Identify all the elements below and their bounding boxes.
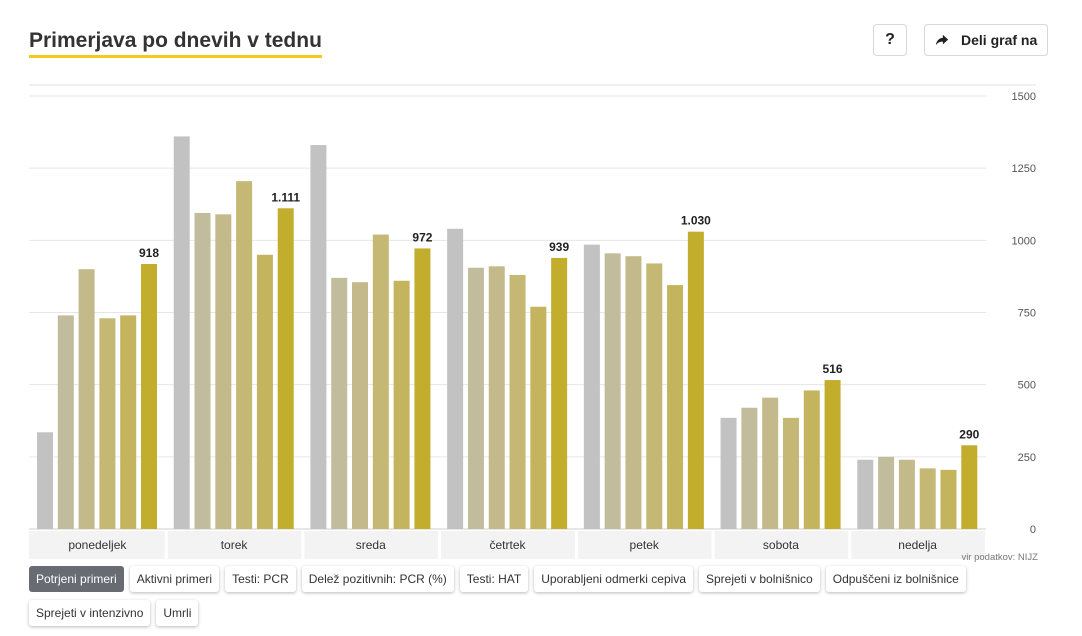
category-band bbox=[851, 531, 985, 559]
data-source: vir podatkov: NIJZ bbox=[961, 552, 1038, 563]
bar-četrtek-4 bbox=[530, 306, 547, 529]
tab-8[interactable]: Sprejeti v intenzivno bbox=[29, 600, 151, 626]
bar-nedelja-2 bbox=[898, 459, 915, 529]
bar-četrtek-5 bbox=[551, 257, 568, 529]
x-tick-label: sreda bbox=[356, 538, 386, 552]
y-tick-label: 750 bbox=[1018, 308, 1036, 320]
help-button[interactable]: ? bbox=[873, 24, 907, 56]
y-tick-label: 500 bbox=[1018, 380, 1036, 392]
x-tick-label: nedelja bbox=[898, 538, 937, 552]
bar-ponedeljek-0 bbox=[37, 432, 53, 529]
bar-petek-1 bbox=[604, 253, 621, 529]
x-tick-label: četrtek bbox=[489, 538, 526, 552]
y-tick-label: 1000 bbox=[1012, 235, 1036, 247]
bar-nedelja-4 bbox=[940, 469, 957, 529]
bar-sobota-4 bbox=[803, 390, 820, 529]
bar-sobota-1 bbox=[741, 407, 758, 529]
tab-1[interactable]: Aktivni primeri bbox=[129, 566, 220, 592]
bar-chart: 0 250 500 750 1000 1250 1500 918 ponedeljek 1.111… bbox=[29, 84, 1036, 559]
bar-četrtek-1 bbox=[467, 267, 484, 529]
tab-5[interactable]: Uporabljeni odmerki cepiva bbox=[534, 566, 693, 592]
tab-9[interactable]: Umrli bbox=[156, 600, 199, 626]
bar-četrtek-3 bbox=[509, 274, 526, 529]
x-tick-label: torek bbox=[221, 538, 249, 552]
y-tick-label: 250 bbox=[1018, 452, 1036, 464]
tab-0[interactable]: Potrjeni primeri bbox=[29, 566, 124, 592]
tab-7[interactable]: Odpuščeni iz bolnišnice bbox=[825, 566, 966, 592]
bar-sobota-5 bbox=[824, 380, 841, 529]
bar-nedelja-5 bbox=[961, 445, 978, 529]
bar-sreda-2 bbox=[352, 282, 369, 529]
tab-3[interactable]: Delež pozitivnih: PCR (%) bbox=[301, 566, 454, 592]
bar-sobota-0 bbox=[720, 417, 737, 529]
category-band bbox=[29, 531, 165, 559]
x-tick-label: ponedeljek bbox=[68, 538, 127, 552]
bar-ponedeljek-5 bbox=[141, 264, 157, 529]
bar-ponedeljek-4 bbox=[120, 315, 137, 529]
bar-torek-2 bbox=[215, 214, 232, 529]
category-band bbox=[577, 531, 712, 559]
share-button[interactable]: Deli graf na bbox=[924, 24, 1048, 56]
bar-sreda-5 bbox=[414, 248, 431, 529]
bar-nedelja-3 bbox=[919, 468, 936, 529]
y-tick-label: 1500 bbox=[1012, 91, 1036, 103]
bar-sobota-3 bbox=[782, 417, 799, 529]
bar-petek-0 bbox=[583, 244, 600, 529]
bar-ponedeljek-3 bbox=[99, 318, 116, 529]
x-tick-label: sobota bbox=[763, 538, 799, 552]
bar-ponedeljek-2 bbox=[78, 269, 95, 529]
bar-torek-1 bbox=[194, 212, 211, 529]
bar-nedelja-0 bbox=[857, 459, 874, 529]
x-tick-label: petek bbox=[630, 538, 660, 552]
value-label: 516 bbox=[823, 362, 843, 376]
metric-tabs: Potrjeni primeri Aktivni primeri Testi: PC… bbox=[29, 566, 1029, 626]
bar-sreda-4 bbox=[393, 280, 410, 529]
value-label: 918 bbox=[139, 246, 159, 260]
tab-6[interactable]: Sprejeti v bolnišnico bbox=[699, 566, 820, 592]
bar-petek-5 bbox=[687, 231, 704, 529]
category-band bbox=[304, 531, 439, 559]
y-tick-label: 1250 bbox=[1012, 163, 1036, 175]
chart-title: Primerjava po dnevih v tednu bbox=[29, 28, 322, 58]
bar-petek-3 bbox=[646, 263, 663, 529]
category-band bbox=[441, 531, 575, 559]
bar-sreda-3 bbox=[372, 234, 389, 529]
share-button-label: Deli graf na bbox=[961, 32, 1038, 48]
bar-petek-4 bbox=[667, 285, 684, 529]
bar-sreda-0 bbox=[310, 145, 327, 529]
share-arrow-icon bbox=[935, 34, 949, 46]
bar-torek-5 bbox=[277, 208, 294, 530]
tab-2[interactable]: Testi: PCR bbox=[225, 566, 296, 592]
bar-nedelja-1 bbox=[878, 456, 895, 529]
bar-ponedeljek-1 bbox=[57, 315, 74, 529]
bar-sobota-2 bbox=[762, 397, 779, 529]
category-band bbox=[167, 531, 302, 559]
bar-sreda-1 bbox=[331, 277, 348, 529]
value-label: 1.030 bbox=[681, 214, 711, 228]
bar-četrtek-0 bbox=[447, 228, 464, 529]
tab-4[interactable]: Testi: HAT bbox=[459, 566, 529, 592]
value-label: 1.111 bbox=[271, 190, 300, 204]
value-label: 290 bbox=[959, 427, 979, 441]
y-tick-label: 0 bbox=[1030, 524, 1036, 536]
category-band bbox=[714, 531, 849, 559]
bar-petek-2 bbox=[625, 256, 642, 529]
bar-torek-3 bbox=[236, 181, 253, 529]
value-label: 972 bbox=[412, 230, 432, 244]
bar-torek-0 bbox=[173, 136, 190, 529]
bar-četrtek-2 bbox=[488, 266, 505, 529]
value-label: 939 bbox=[549, 240, 569, 254]
bar-torek-4 bbox=[256, 254, 273, 529]
